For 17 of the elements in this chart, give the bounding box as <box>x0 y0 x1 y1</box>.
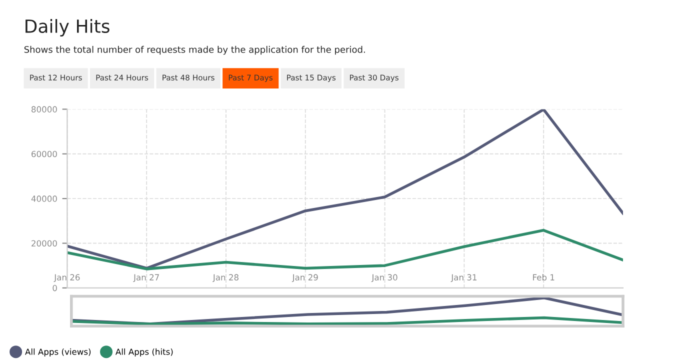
y-tick-label: 80000 <box>32 106 57 112</box>
y-tick-label: 20000 <box>32 240 57 247</box>
chart-subtitle: Shows the total number of requests made by the application for the period. <box>24 46 365 55</box>
y-tick-label: 60000 <box>32 150 57 158</box>
y-tick-label: 0 <box>52 284 57 292</box>
x-tick-label: Jan 27 <box>133 274 159 282</box>
x-tick-label: Jan 28 <box>212 274 238 282</box>
x-tick-label: Feb 1 <box>533 274 554 280</box>
x-tick-label: Jan 29 <box>292 274 318 282</box>
legend-label: All Apps (hits) <box>116 348 173 356</box>
legend-label: All Apps (views) <box>25 348 91 356</box>
x-tick-label: Jan 26 <box>54 274 80 282</box>
x-tick-label: Jan 31 <box>450 274 476 282</box>
x-tick-label: Jan 30 <box>371 274 398 282</box>
chart-title: Daily Hits <box>26 19 110 37</box>
line-series <box>67 228 623 270</box>
y-tick-label: 40000 <box>31 196 57 202</box>
